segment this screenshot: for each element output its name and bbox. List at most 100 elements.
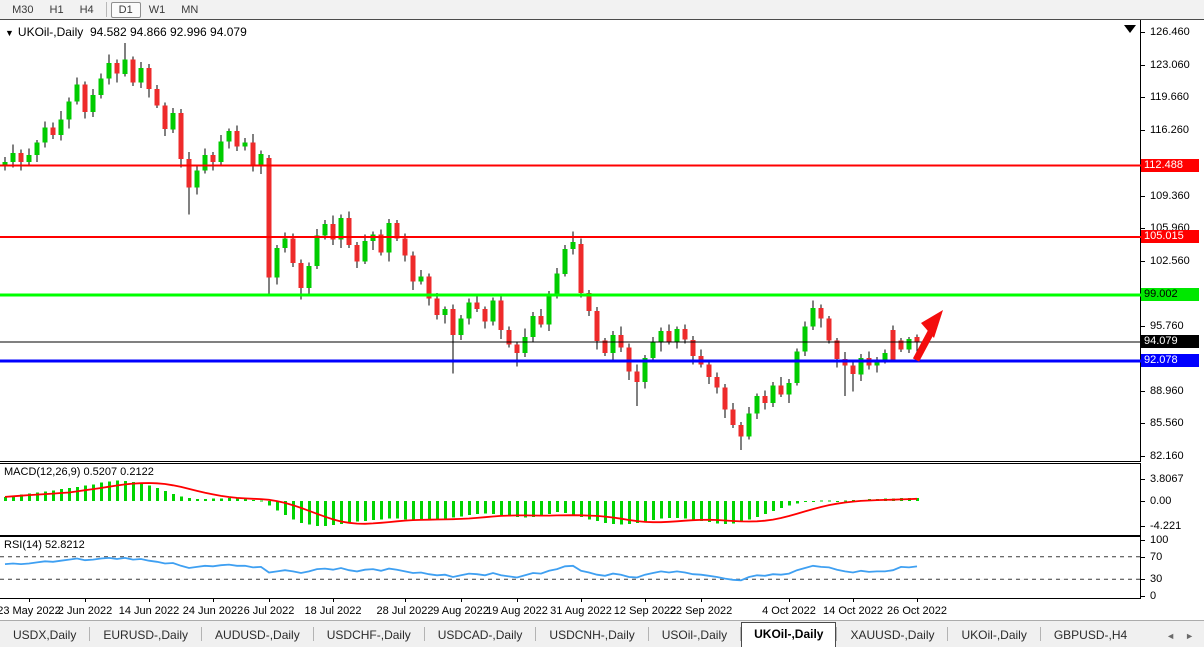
date-tick-mark xyxy=(333,599,334,602)
macd-axis-label: 0.00 xyxy=(1150,495,1172,507)
symbol-tab-usdcnh-daily[interactable]: USDCNH-,Daily xyxy=(549,628,635,642)
rsi-pane[interactable]: RSI(14) 52.8212 xyxy=(0,536,1141,599)
axis-tick-mark xyxy=(1141,195,1145,197)
date-label: 26 Oct 2022 xyxy=(887,605,947,617)
symbol-tab-gbpusd-h4[interactable]: GBPUSD-,H4 xyxy=(1053,628,1128,642)
price-tick-label: 119.660 xyxy=(1150,91,1189,104)
price-tick-label: 82.160 xyxy=(1150,449,1184,462)
timeframe-button-w1[interactable]: W1 xyxy=(148,3,166,16)
axis-tick-mark xyxy=(1141,478,1145,480)
price-tick-label: 126.460 xyxy=(1150,26,1190,38)
date-tick-mark xyxy=(517,599,518,602)
symbol-tab-xauusd-daily[interactable]: XAUUSD-,Daily xyxy=(850,628,935,642)
timeframe-button-d1[interactable]: D1 xyxy=(110,1,141,18)
horizontal-lines xyxy=(0,164,1141,363)
price-pane[interactable]: ▼ UKOil-,Daily 94.582 94.866 92.996 94.07… xyxy=(0,20,1141,462)
symbol-tab-usdcad-daily[interactable]: USDCAD-,Daily xyxy=(437,628,523,642)
axis-tick-mark xyxy=(1141,579,1145,581)
price-tick-label: 88.960 xyxy=(1150,384,1184,397)
tab-divider xyxy=(535,627,537,641)
tab-divider xyxy=(423,627,425,641)
axis-tick-mark xyxy=(1141,501,1145,502)
rsi-axis-label: 70 xyxy=(1150,550,1163,563)
axis-tick-mark xyxy=(1141,260,1145,262)
candlestick-chart[interactable] xyxy=(0,20,1141,461)
toolbar-separator xyxy=(105,2,107,17)
rsi-chart xyxy=(0,556,1141,582)
date-label: 28 Jul 2022 xyxy=(376,605,434,617)
date-label: 24 Jun 2022 xyxy=(182,605,244,617)
timeframe-toolbar: 5M30H1H4D1W1MN xyxy=(0,0,1204,19)
axis-tick-mark xyxy=(1141,390,1145,392)
date-tick-mark xyxy=(461,599,462,602)
axis-tick-mark xyxy=(1141,228,1145,230)
tab-divider xyxy=(947,627,949,641)
macd-pane[interactable]: MACD(12,26,9) 0.5207 0.2122 xyxy=(0,463,1141,536)
tab-divider xyxy=(201,627,203,641)
date-tick-mark xyxy=(213,599,214,602)
symbol-tab-usoil-daily[interactable]: USOil-,Daily xyxy=(661,628,728,642)
symbol-tab-ukoil-daily[interactable]: UKOil-,Daily xyxy=(961,628,1027,642)
tab-scroll-left-icon[interactable]: ◄ xyxy=(1166,631,1176,641)
timeframe-button-h4[interactable]: H4 xyxy=(79,3,94,16)
date-tick-mark xyxy=(269,599,270,602)
ohlc-values: 94.582 94.866 92.996 94.079 xyxy=(89,25,247,39)
tab-divider xyxy=(647,627,649,641)
axis-tick-mark xyxy=(1141,556,1145,558)
trend-arrow[interactable] xyxy=(912,310,943,362)
rsi-levels xyxy=(0,556,1141,580)
date-axis[interactable]: 23 May 2022 2 Jun 2022 14 Jun 2022 24 Jun 2… xyxy=(0,599,1141,621)
axis-tick-mark xyxy=(1141,423,1145,425)
date-label: 22 Sep 2022 xyxy=(669,605,733,617)
symbol-tab-ukoil-daily[interactable]: UKOil-,Daily xyxy=(741,622,837,647)
price-level-badge: 94.079 xyxy=(1141,334,1199,348)
date-tick-mark xyxy=(853,599,854,602)
axis-tick-mark xyxy=(1141,540,1145,541)
candles xyxy=(2,43,920,450)
price-tick-label: 123.060 xyxy=(1150,58,1190,71)
scroll-end-marker-icon[interactable] xyxy=(1124,25,1136,33)
symbol-tab-usdchf-daily[interactable]: USDCHF-,Daily xyxy=(326,628,411,642)
tab-divider xyxy=(836,627,838,641)
macd-signal-line xyxy=(4,482,918,525)
date-label: 18 Jul 2022 xyxy=(304,605,362,617)
price-level-badge: 92.078 xyxy=(1141,354,1199,368)
tab-scroll-right-icon[interactable]: ► xyxy=(1185,631,1194,641)
price-level-badge: 112.488 xyxy=(1141,158,1199,172)
date-tick-mark xyxy=(29,599,30,602)
tab-divider xyxy=(312,627,314,641)
axis-tick-mark xyxy=(1141,97,1145,99)
axis-tick-mark xyxy=(1141,525,1145,527)
date-label: 14 Jun 2022 xyxy=(118,605,180,617)
axis-tick-mark xyxy=(1141,325,1145,327)
price-tick-label: 109.360 xyxy=(1150,189,1190,202)
symbol-tab-audusd-daily[interactable]: AUDUSD-,Daily xyxy=(215,628,300,642)
symbol-tab-usdx-daily[interactable]: USDX,Daily xyxy=(13,628,77,642)
symbol-tab-eurusd-daily[interactable]: EURUSD-,Daily xyxy=(103,628,189,642)
date-label: 19 Aug 2022 xyxy=(486,605,548,617)
symbol-tab-bar: USDX,Daily EURUSD-,Daily AUDUSD-,Daily USDC… xyxy=(0,620,1204,647)
rsi-indicator-label: RSI(14) 52.8212 xyxy=(4,539,85,551)
price-tick-label: 85.560 xyxy=(1150,417,1184,430)
date-tick-mark xyxy=(85,599,86,602)
tab-scroll-controls: ◄ ► xyxy=(1166,631,1204,647)
date-label: 31 Aug 2022 xyxy=(550,605,612,617)
tab-divider xyxy=(740,627,742,641)
date-label: 12 Sep 2022 xyxy=(613,605,677,617)
timeframe-button-mn[interactable]: MN xyxy=(181,3,199,16)
macd-histogram xyxy=(4,480,919,526)
macd-axis-label: -4.221 xyxy=(1150,519,1182,532)
macd-axis-label: 3.8067 xyxy=(1150,472,1184,485)
tab-divider xyxy=(1039,627,1041,641)
macd-indicator-label: MACD(12,26,9) 0.5207 0.2122 xyxy=(4,466,154,478)
rsi-axis-label: 30 xyxy=(1150,573,1163,586)
price-axis[interactable]: 126.460 123.060 119.660 116.260 109.360 105.9… xyxy=(1141,20,1204,621)
axis-tick-mark xyxy=(1141,64,1145,66)
timeframe-button-m30[interactable]: M30 xyxy=(12,3,34,16)
chart-window: ▼ UKOil-,Daily 94.582 94.866 92.996 94.07… xyxy=(0,19,1204,621)
axis-tick-mark xyxy=(1141,129,1145,131)
date-tick-mark xyxy=(405,599,406,602)
symbol-dropdown-icon[interactable]: ▼ xyxy=(5,28,14,38)
price-level-badge: 99.002 xyxy=(1141,287,1199,301)
timeframe-button-h1[interactable]: H1 xyxy=(49,3,64,16)
